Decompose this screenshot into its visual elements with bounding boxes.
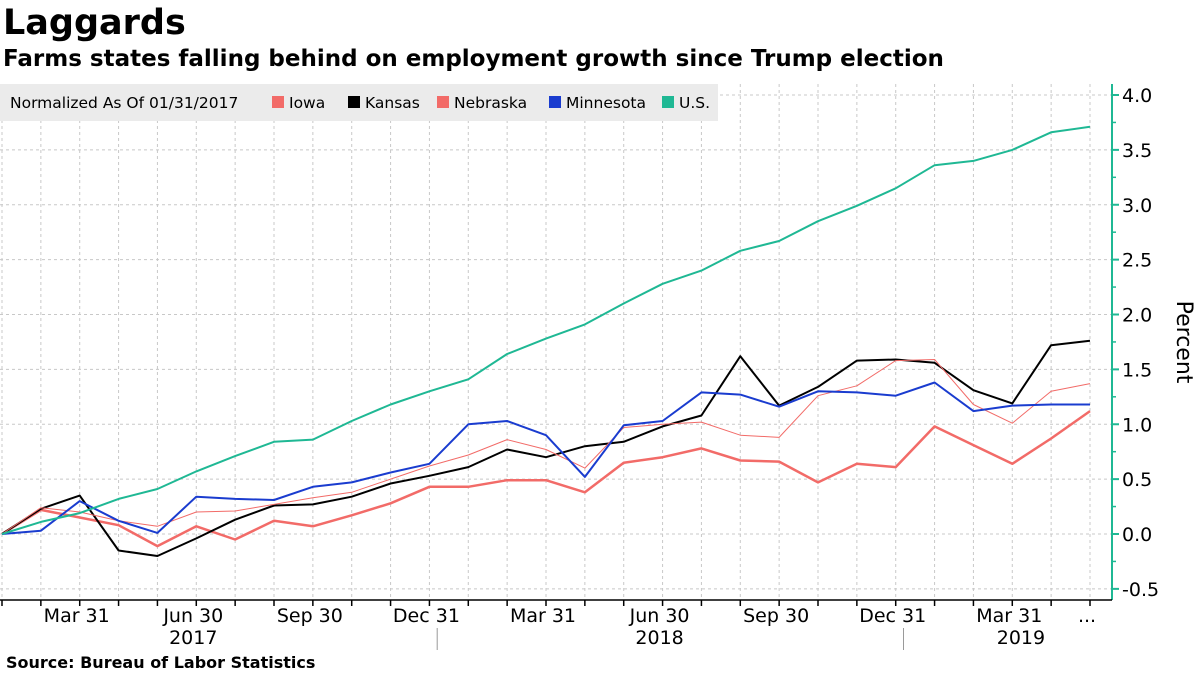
- series-line-minnesota: [1, 381, 1090, 535]
- y-tick-label: 3.0: [1122, 195, 1152, 217]
- legend-label: Iowa: [289, 94, 325, 112]
- legend-label: Kansas: [365, 94, 420, 112]
- y-tick-label: 1.0: [1122, 414, 1152, 436]
- series-line-iowa: [1, 410, 1091, 548]
- x-tick-label: ...: [1078, 605, 1096, 627]
- x-tick-label: Mar 31: [976, 605, 1042, 627]
- x-tick-label: Jun 30: [629, 605, 690, 627]
- x-year-label: 2018: [635, 627, 683, 649]
- legend-swatch: [549, 96, 561, 108]
- y-tick-label: 2.5: [1122, 250, 1152, 272]
- y-tick-label: 1.5: [1122, 359, 1152, 381]
- series-lines: [1, 125, 1091, 557]
- legend-swatch: [272, 96, 284, 108]
- y-tick-label: -0.5: [1122, 579, 1159, 601]
- source-note: Source: Bureau of Labor Statistics: [6, 653, 316, 672]
- x-tick-label: Sep 30: [277, 605, 343, 627]
- x-tick-label: Dec 31: [859, 605, 926, 627]
- x-tick-label: Sep 30: [743, 605, 809, 627]
- x-tick-label: Mar 31: [510, 605, 576, 627]
- y-tick-label: 0.5: [1122, 469, 1152, 491]
- series-line-us: [1, 125, 1091, 535]
- x-tick-label: Jun 30: [162, 605, 223, 627]
- chart-title: Laggards: [3, 3, 186, 43]
- gridlines: [0, 84, 1112, 600]
- chart-subtitle: Farms states falling behind on employmen…: [3, 46, 944, 72]
- legend-swatch: [662, 96, 674, 108]
- legend: Normalized As Of 01/31/2017 Iowa Kansas Neb…: [0, 84, 718, 121]
- y-tick-label: 0.0: [1122, 524, 1152, 546]
- legend-label: Nebraska: [454, 94, 527, 112]
- y-axis-label: Percent: [1171, 301, 1196, 384]
- legend-title: Normalized As Of 01/31/2017: [10, 94, 238, 112]
- x-year-label: 2019: [997, 627, 1045, 649]
- series-line-nebraska: [1, 359, 1091, 535]
- x-tick-label: Dec 31: [393, 605, 460, 627]
- x-year-label: 2017: [169, 627, 217, 649]
- legend-label: Minnesota: [566, 94, 646, 112]
- y-tick-label: 4.0: [1122, 85, 1152, 107]
- legend-swatch: [348, 96, 360, 108]
- y-tick-label: 3.5: [1122, 140, 1152, 162]
- legend-label: U.S.: [679, 94, 710, 112]
- legend-swatch: [437, 96, 449, 108]
- y-tick-label: 2.0: [1122, 305, 1152, 327]
- axes: -0.5 0.0 0.5 1.0 1.5 2.0 2.5 3.0 3.5 4.0 Percent Ma…: [0, 84, 1196, 650]
- x-tick-label: Mar 31: [44, 605, 110, 627]
